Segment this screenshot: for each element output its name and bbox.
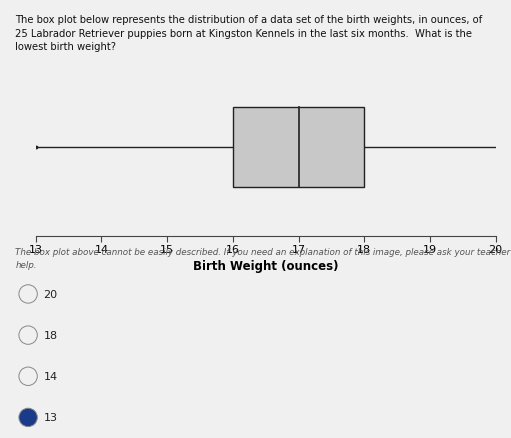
Text: 14: 14 (43, 371, 58, 381)
Text: help.: help. (15, 261, 37, 270)
Text: 20: 20 (43, 289, 58, 299)
Text: The box plot above cannot be easily described. If you need an explanation of thi: The box plot above cannot be easily desc… (15, 247, 511, 257)
Text: The box plot below represents the distribution of a data set of the birth weight: The box plot below represents the distri… (15, 15, 482, 25)
Ellipse shape (19, 367, 37, 385)
Text: 18: 18 (43, 330, 58, 340)
Ellipse shape (19, 326, 37, 345)
Bar (233, 108, 364, 187)
Text: 25 Labrador Retriever puppies born at Kingston Kennels in the last six months.  : 25 Labrador Retriever puppies born at Ki… (15, 28, 472, 39)
X-axis label: Birth Weight (ounces): Birth Weight (ounces) (193, 259, 338, 272)
Text: 13: 13 (43, 413, 57, 423)
Ellipse shape (19, 285, 37, 304)
Text: lowest birth weight?: lowest birth weight? (15, 42, 117, 52)
Ellipse shape (19, 408, 37, 427)
